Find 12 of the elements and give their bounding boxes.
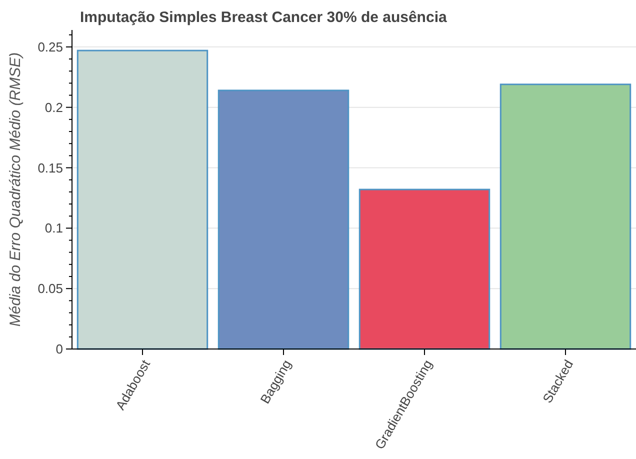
bar <box>500 84 632 350</box>
bar <box>76 50 208 350</box>
y-tick-label: 0.2 <box>44 100 63 115</box>
bar <box>358 188 490 350</box>
y-tick-label: 0.05 <box>38 281 63 296</box>
y-tick-label: 0.25 <box>38 39 63 54</box>
chart-title: Imputação Simples Breast Cancer 30% de ausência <box>80 9 448 26</box>
bar <box>218 90 350 350</box>
y-axis-title: Média do Erro Quadrático Médio (RMSE) <box>7 52 24 327</box>
y-tick-label: 0.1 <box>44 220 63 236</box>
y-tick-label: 0 <box>56 342 63 357</box>
y-tick-label: 0.15 <box>38 160 63 176</box>
